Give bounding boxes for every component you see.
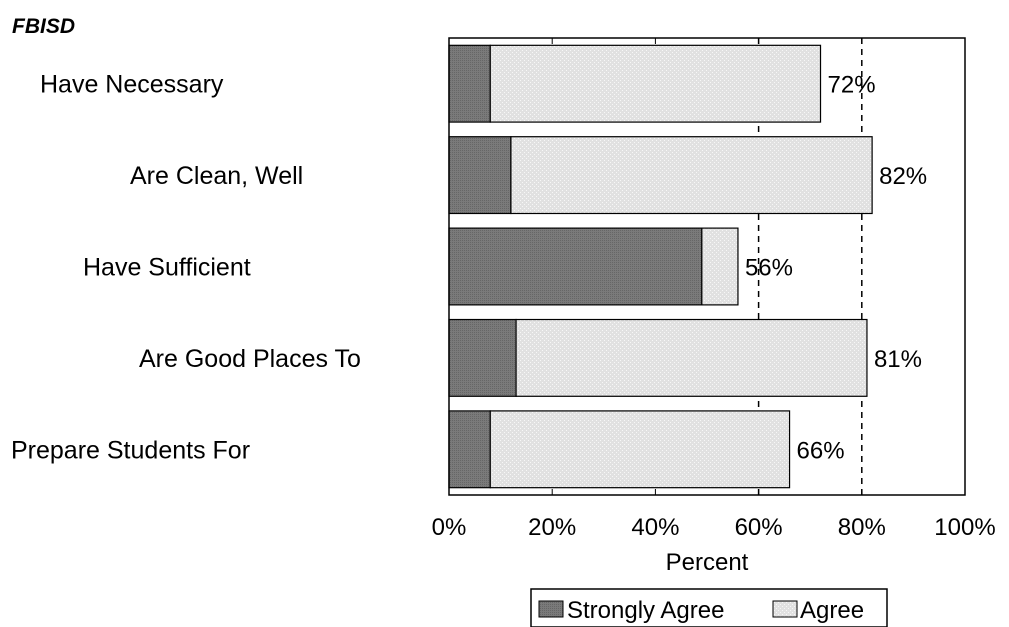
x-tick-label-5: 100% (934, 514, 995, 541)
data-label-4: 81% (874, 346, 922, 373)
legend-label-agree: Agree (800, 597, 864, 624)
x-tick-label-4: 80% (838, 514, 886, 541)
data-label-5: 66% (797, 437, 845, 464)
x-tick-label-1: 20% (528, 514, 576, 541)
legend: Strongly Agree Agree (530, 588, 888, 627)
category-label-3: Have Sufficient (83, 254, 251, 282)
category-labels: Have Necessary Are Clean, Well Have Suffic… (11, 71, 361, 465)
bar-agree-2 (510, 136, 873, 215)
legend-swatch-strongly-agree (538, 600, 564, 618)
x-axis-title: Percent (666, 549, 749, 576)
bar-agree-4 (515, 318, 868, 397)
plot-area (448, 37, 966, 496)
bar-agree-3 (701, 227, 739, 306)
x-axis-ticks: 0% 20% 40% 60% 80% 100% (432, 38, 996, 541)
legend-box (530, 588, 888, 627)
bar-strongly-agree-3 (448, 227, 703, 306)
bar-agree-5 (489, 410, 791, 489)
bar-strongly-agree-1 (448, 44, 491, 123)
x-tick-label-0: 0% (432, 514, 467, 541)
data-label-3: 56% (745, 255, 793, 282)
category-label-5: Prepare Students For (11, 436, 250, 464)
bar-strongly-agree-4 (448, 318, 517, 397)
bar-agree-1 (489, 44, 822, 123)
bar-strongly-agree-2 (448, 136, 512, 215)
legend-swatch-agree (772, 600, 798, 618)
chart-title: FBISD (12, 15, 75, 38)
bar-strongly-agree-5 (448, 410, 491, 489)
category-label-1: Have Necessary (40, 71, 224, 99)
x-tick-label-2: 40% (631, 514, 679, 541)
data-label-2: 82% (879, 163, 927, 190)
category-label-4: Are Good Places To (139, 345, 361, 373)
bars (448, 44, 873, 489)
data-label-1: 72% (828, 72, 876, 99)
category-label-2: Are Clean, Well (130, 162, 303, 190)
data-labels: 72% 82% 56% 81% 66% (745, 72, 927, 465)
legend-label-strongly-agree: Strongly Agree (567, 597, 724, 624)
x-tick-label-3: 60% (735, 514, 783, 541)
